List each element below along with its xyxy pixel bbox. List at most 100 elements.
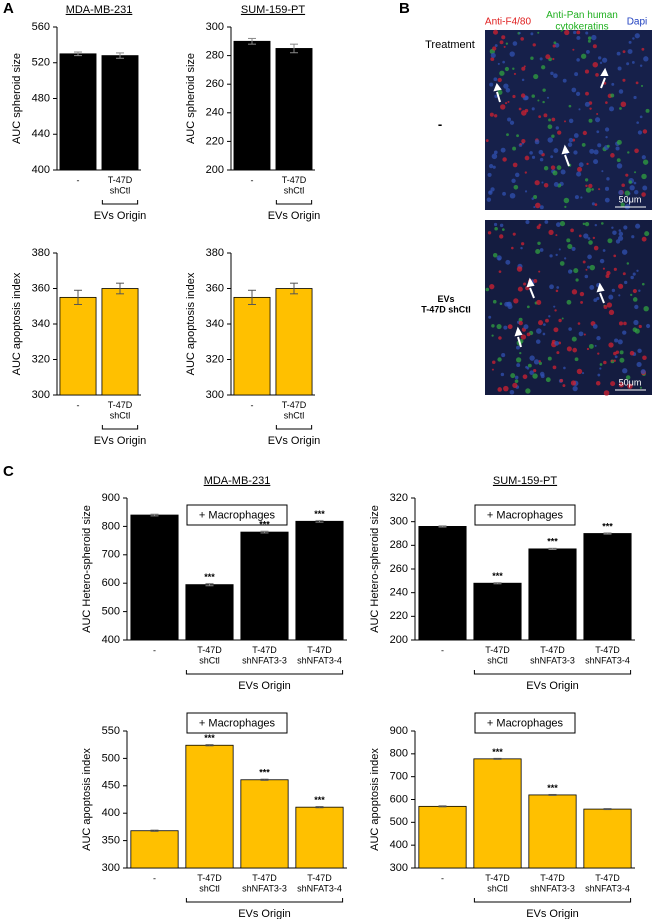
- cell: [596, 112, 599, 115]
- cell: [513, 72, 517, 76]
- cell: [532, 43, 536, 47]
- cell: [598, 188, 601, 191]
- cell: [630, 293, 633, 297]
- cell: [547, 137, 553, 143]
- cell: [559, 221, 566, 227]
- cell: [574, 195, 579, 200]
- y-tick-label: 220: [206, 135, 224, 147]
- x-tick-label: -: [153, 873, 156, 883]
- cell: [618, 229, 622, 232]
- cell: [632, 289, 637, 294]
- error-bar: [74, 51, 82, 57]
- scale-bars: [615, 206, 646, 391]
- cell: [536, 299, 542, 305]
- cell: [560, 169, 566, 175]
- cell: [586, 50, 590, 54]
- cell: [577, 322, 581, 325]
- cell: [491, 368, 494, 371]
- cell: [642, 355, 647, 361]
- chart-title: MDA-MB-231: [66, 4, 133, 16]
- y-tick-label: 480: [32, 92, 50, 104]
- cell: [523, 65, 526, 68]
- cell: [613, 267, 617, 271]
- cell: [486, 197, 492, 202]
- cell: [584, 274, 589, 279]
- annotation: + Macrophages: [487, 717, 564, 729]
- cell: [571, 336, 577, 342]
- y-tick-label: 300: [390, 862, 408, 874]
- cell: [638, 324, 642, 329]
- cell: [516, 134, 519, 138]
- cell: [602, 267, 605, 270]
- cell: [602, 249, 606, 252]
- cell: [511, 246, 514, 250]
- cell: [578, 162, 584, 168]
- cell: [616, 158, 621, 163]
- y-axis-label: AUC spheroid size: [185, 53, 197, 144]
- cell: [522, 374, 528, 380]
- stain-label: Dapi: [627, 17, 648, 28]
- cell: [637, 348, 642, 354]
- cell: [557, 130, 562, 135]
- cell: [596, 335, 601, 341]
- cell: [505, 42, 509, 45]
- cell: [546, 96, 550, 99]
- error-bar: [548, 793, 557, 796]
- cell: [593, 149, 599, 155]
- cell: [625, 173, 629, 177]
- cell: [633, 181, 637, 185]
- cell: [628, 40, 632, 44]
- y-axis-label: AUC apoptosis index: [369, 748, 381, 851]
- cell: [616, 139, 622, 145]
- significance-label: ***: [492, 571, 503, 581]
- cell: [586, 162, 589, 166]
- y-tick-label: 450: [102, 780, 120, 792]
- cell: [622, 50, 626, 54]
- cell: [631, 235, 635, 239]
- cell: [632, 37, 635, 40]
- bar: [233, 40, 271, 171]
- cell: [621, 249, 628, 255]
- cell: [526, 305, 530, 309]
- cell: [608, 294, 614, 300]
- cell: [585, 91, 589, 96]
- x-tick-label: T-47D shCtl: [197, 645, 222, 665]
- cell: [499, 40, 504, 45]
- cell: [490, 187, 495, 192]
- error-bar: [150, 829, 159, 832]
- cell: [613, 254, 617, 258]
- cell: [530, 32, 534, 36]
- y-tick-label: 320: [32, 353, 50, 365]
- cell: [491, 324, 495, 328]
- cell: [504, 301, 509, 307]
- cell: [534, 180, 540, 186]
- cell: [633, 95, 637, 100]
- cell: [597, 56, 602, 60]
- bracket: [101, 200, 139, 205]
- cell: [520, 37, 524, 41]
- cell: [627, 151, 630, 154]
- cell: [633, 189, 639, 195]
- x-tick-label: T-47D shNFAT3-4: [585, 873, 630, 893]
- y-tick-label: 560: [32, 21, 50, 33]
- cell: [519, 351, 522, 355]
- cell: [589, 264, 596, 271]
- cell: [555, 126, 559, 130]
- x-tick-label: T-47D shCtl: [282, 400, 307, 420]
- scale-bar-label: 50μm: [619, 194, 642, 204]
- y-tick-label: 900: [102, 492, 120, 504]
- cell: [502, 60, 505, 64]
- cell: [594, 203, 598, 206]
- y-tick-label: 380: [32, 247, 50, 259]
- cell: [618, 231, 624, 237]
- cell: [603, 305, 608, 309]
- row-label: -: [438, 116, 442, 131]
- cell: [568, 137, 574, 143]
- cell: [523, 282, 527, 286]
- cell: [497, 89, 503, 95]
- cell: [494, 94, 498, 98]
- cell: [512, 41, 518, 46]
- y-tick-label: 350: [102, 835, 120, 847]
- cell: [607, 238, 613, 244]
- cell: [618, 189, 624, 196]
